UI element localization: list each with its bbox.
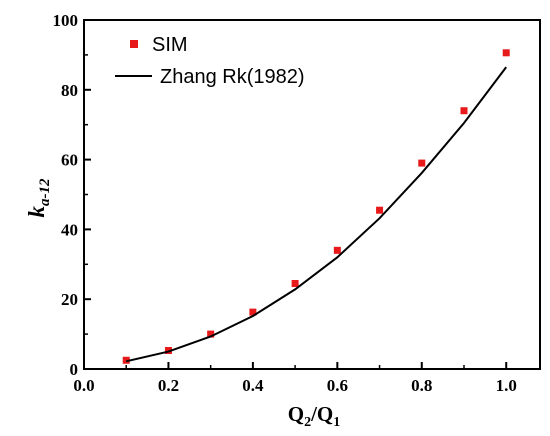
x-tick-label: 0.6 [327, 376, 348, 395]
y-axis-title: ka-12 [24, 178, 53, 217]
data-point-sim [249, 308, 257, 316]
y-tick-label: 20 [61, 290, 78, 309]
x-axis-title: Q2/Q1 [288, 402, 341, 430]
series-line-zhang [125, 66, 507, 363]
x-tick-label: 0.8 [411, 376, 432, 395]
data-point-sim [460, 107, 468, 115]
x-tick-label: 0.0 [73, 376, 94, 395]
x-tick-label: 1.0 [496, 376, 517, 395]
legend-label-zhang: Zhang Rk(1982) [160, 66, 305, 88]
legend-label-sim: SIM [152, 34, 188, 56]
data-point-sim [376, 206, 384, 214]
data-point-sim [502, 49, 510, 57]
data-point-sim [333, 246, 341, 254]
data-point-sim [164, 347, 172, 355]
y-tick-label: 80 [61, 81, 78, 100]
data-point-sim [207, 330, 215, 338]
legend: SIM Zhang Rk(1982) [115, 34, 305, 88]
x-tick-label: 0.4 [242, 376, 264, 395]
y-tick-label: 0 [70, 360, 79, 379]
axes: 0.0 0.2 0.4 0.6 0.8 1.0 0 20 40 60 80 100 [53, 11, 541, 395]
plot-area [122, 49, 510, 364]
data-point-sim [418, 159, 426, 167]
plot-frame [83, 19, 541, 370]
data-point-sim [291, 279, 299, 287]
y-tick-label: 40 [61, 220, 78, 239]
y-tick-label: 100 [53, 11, 79, 30]
legend-marker-sim [130, 40, 138, 48]
x-tick-label: 0.2 [158, 376, 179, 395]
y-tick-label: 60 [61, 151, 78, 170]
